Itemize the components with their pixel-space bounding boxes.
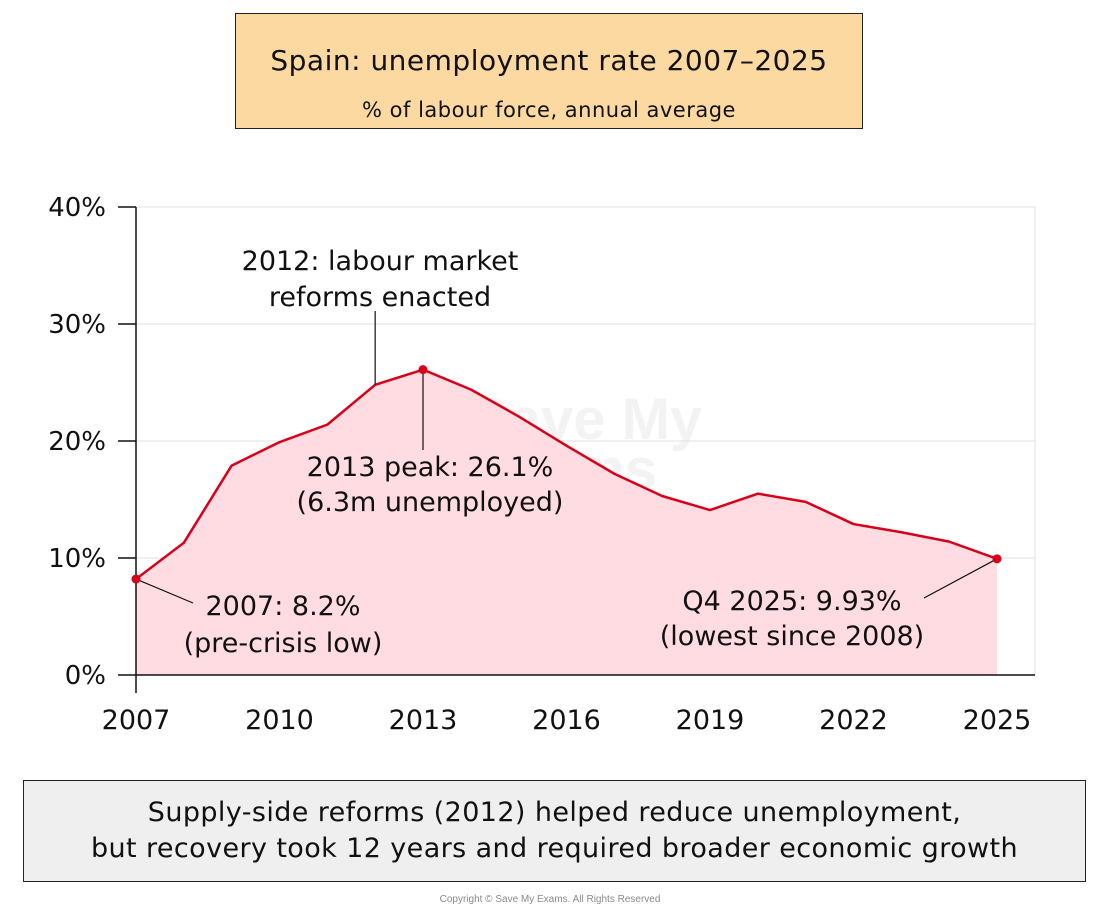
conclusion-box: Supply-side reforms (2012) helped reduce… <box>23 780 1086 882</box>
annotation-label: Q4 2025: 9.93% <box>682 586 901 617</box>
y-tick-label: 10% <box>48 544 106 574</box>
y-tick-label: 20% <box>48 427 106 457</box>
x-tick-label: 2016 <box>532 705 601 736</box>
chart-title: Spain: unemployment rate 2007–2025 <box>270 44 828 77</box>
chart-subtitle: % of labour force, annual average <box>362 98 736 122</box>
series-line <box>135 368 998 581</box>
chart-title-box: Spain: unemployment rate 2007–2025 % of … <box>235 13 863 129</box>
conclusion-line-2: but recovery took 12 years and required … <box>90 833 1019 864</box>
data-point-marker <box>131 574 141 584</box>
annotation-label: (lowest since 2008) <box>660 621 924 652</box>
y-tick-label: 0% <box>65 661 106 691</box>
x-tick-label: 2019 <box>676 705 745 736</box>
annotation-label: (pre-crisis low) <box>184 628 383 659</box>
annotation-label: 2007: 8.2% <box>206 591 361 622</box>
y-tick-label: 40% <box>48 193 106 223</box>
y-tick-label: 30% <box>48 310 106 340</box>
data-point-marker <box>992 554 1002 564</box>
annotation-label: (6.3m unemployed) <box>297 487 564 518</box>
copyright-notice: Copyright © Save My Exams. All Rights Re… <box>439 894 661 905</box>
area-fill <box>136 369 997 675</box>
annotation-leader <box>923 558 998 599</box>
x-tick-label: 2007 <box>102 705 171 736</box>
x-tick-label: 2010 <box>245 705 314 736</box>
data-point-marker <box>418 365 428 375</box>
annotation-leader <box>135 578 194 604</box>
x-tick-label: 2013 <box>389 705 458 736</box>
conclusion-line-1: Supply-side reforms (2012) helped reduce… <box>147 797 962 828</box>
x-tick-label: 2022 <box>819 705 888 736</box>
annotation-label: 2013 peak: 26.1% <box>307 452 554 483</box>
x-tick-label: 2025 <box>963 705 1032 736</box>
annotation-label: 2012: labour market <box>242 246 519 277</box>
unemployment-chart: 0% 10% 20% 30% 40% 2007 2010 2013 2016 2019 2022 20… <box>48 193 1036 736</box>
annotation-label: reforms enacted <box>269 282 491 313</box>
